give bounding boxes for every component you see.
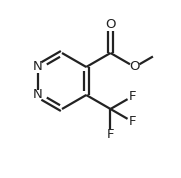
Text: O: O [129, 61, 140, 74]
Text: O: O [105, 19, 116, 32]
Text: N: N [33, 88, 43, 101]
Text: F: F [129, 115, 136, 128]
Text: F: F [129, 90, 136, 103]
Text: F: F [107, 128, 114, 141]
Text: N: N [33, 61, 43, 74]
